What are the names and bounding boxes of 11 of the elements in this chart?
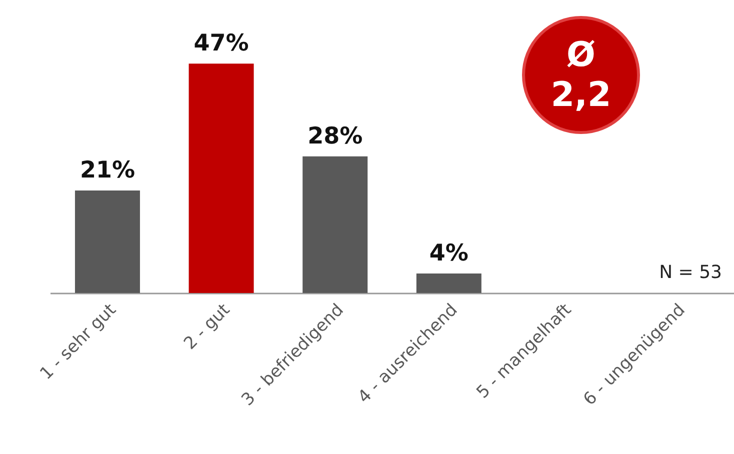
annotation: N = 53 xyxy=(659,262,722,283)
bar xyxy=(416,273,482,293)
data-label: 47% xyxy=(194,30,249,57)
data-label: 4% xyxy=(429,240,468,266)
bar xyxy=(188,64,254,293)
data-label: 28% xyxy=(308,123,363,150)
annotation: Ø 2,2 xyxy=(550,35,612,115)
data-label: 21% xyxy=(80,158,136,184)
bar xyxy=(74,190,140,293)
bar xyxy=(302,156,368,293)
x-tick-label: 2 - gut xyxy=(180,300,234,354)
